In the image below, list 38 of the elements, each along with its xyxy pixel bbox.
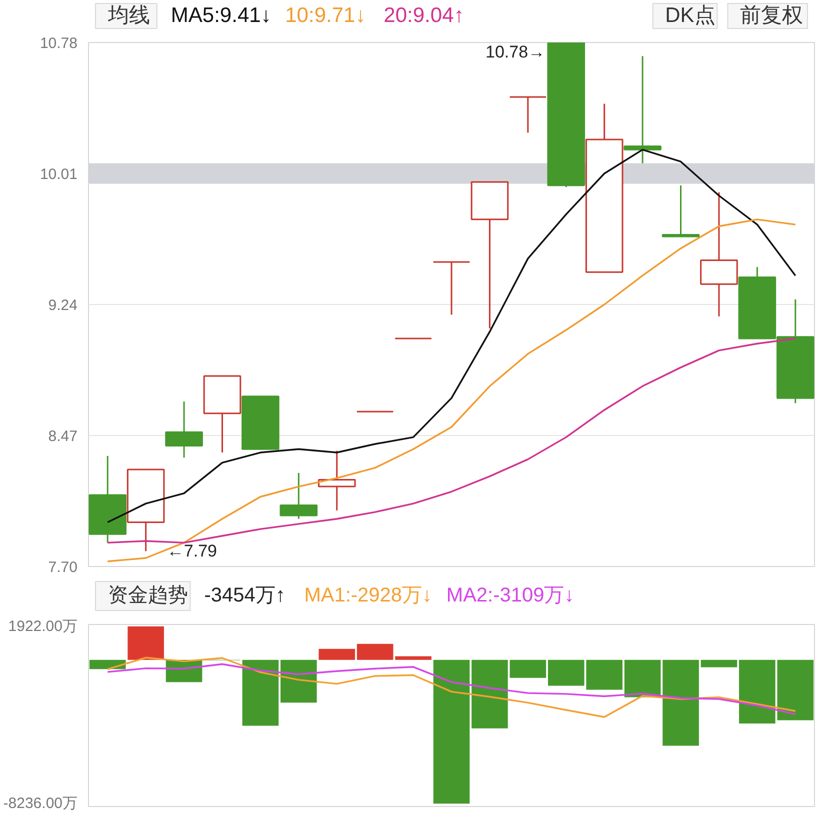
line-series — [106, 338, 796, 544]
text: DK点 — [665, 4, 716, 27]
line-series — [106, 218, 796, 562]
bar — [242, 660, 279, 726]
annotation: ←7.79 — [166, 542, 218, 561]
chart-title: 均线 — [106, 4, 150, 27]
bar — [395, 656, 432, 660]
text: 20:9.04↑ — [384, 4, 464, 27]
bar — [356, 644, 394, 660]
bar — [128, 626, 164, 660]
y-tick-label: 1922.00万 — [8, 618, 78, 635]
candlestick — [624, 55, 662, 164]
bar — [433, 660, 470, 804]
text: 前复权 — [740, 4, 803, 27]
y-tick-label: 10.78 — [40, 35, 78, 52]
chart-title: 资金趋势 — [108, 584, 188, 606]
bar — [662, 660, 699, 746]
text: MA2:-3109万↓ — [446, 584, 574, 606]
text: 10:9.71↓ — [285, 4, 366, 27]
bar — [318, 648, 356, 660]
candlestick — [662, 184, 700, 238]
bar — [510, 660, 546, 678]
annotation: 10.78→ — [485, 42, 546, 62]
chart-subtitle: -3454万↑ — [204, 584, 286, 606]
y-tick-label: 10.01 — [40, 166, 78, 183]
candlestick — [432, 261, 470, 316]
bar — [472, 660, 508, 728]
bar — [280, 660, 317, 703]
text: MA1:-2928万↓ — [304, 584, 432, 606]
candlestick — [509, 96, 547, 134]
text: MA5:9.41↓ — [170, 4, 272, 27]
y-tick-label: 9.24 — [48, 297, 78, 314]
bar — [624, 660, 661, 698]
line-series — [106, 148, 796, 524]
y-tick-label: -8236.00万 — [3, 795, 78, 812]
bar — [700, 660, 738, 668]
y-tick-label: 7.70 — [48, 559, 78, 576]
y-tick-label: 8.47 — [48, 428, 78, 445]
